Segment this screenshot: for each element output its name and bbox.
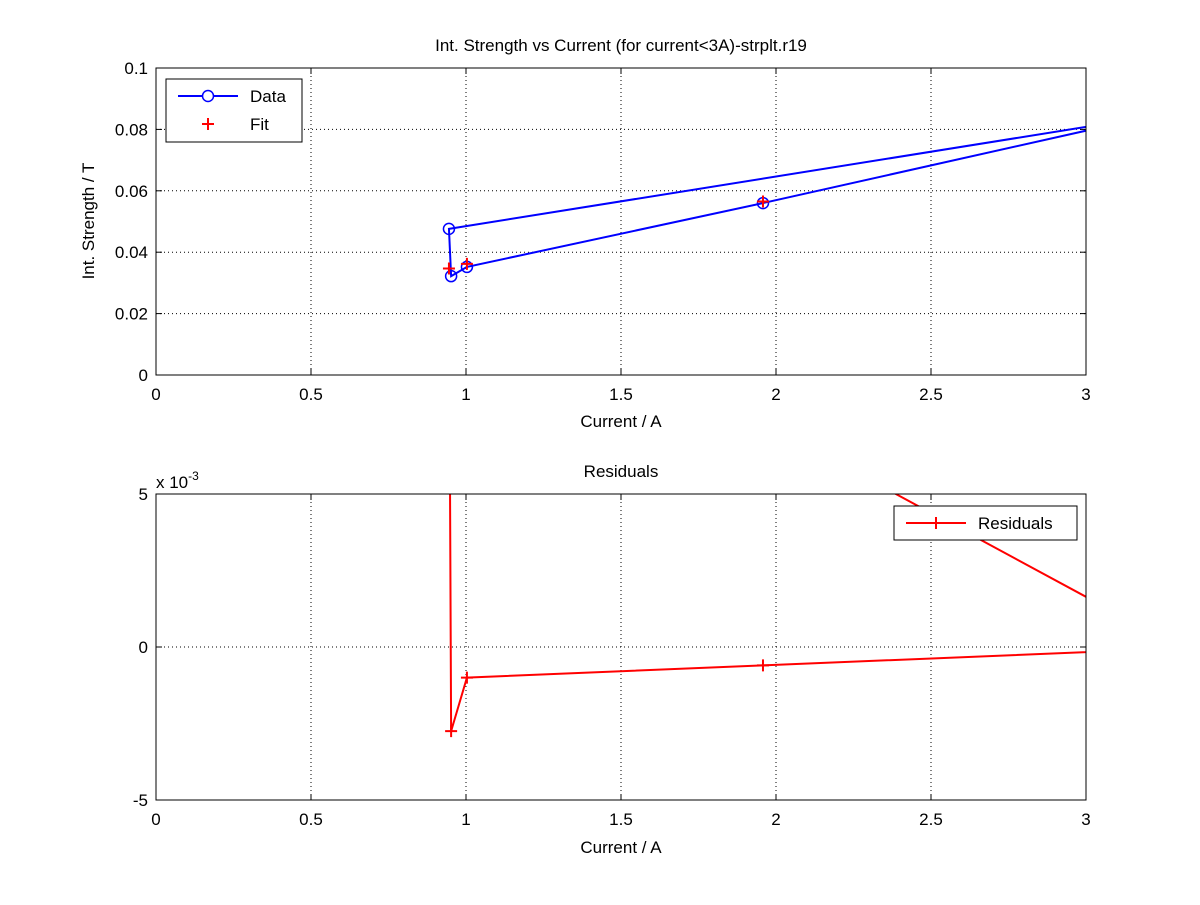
y-tick-label: 0.02	[115, 305, 148, 324]
legend-marker	[202, 118, 214, 130]
y-tick-label: 0	[139, 366, 148, 385]
legend-marker	[930, 517, 942, 529]
axes-frame	[155, 493, 1087, 801]
bottom-axes: Residuals Current / A x 10-3 0 0.5 1 1.5 2 2.…	[133, 462, 1091, 857]
data-point	[442, 262, 455, 275]
axes-frame	[155, 67, 1087, 376]
x-tick-label: 3	[1081, 385, 1090, 404]
x-tick-label: 0	[151, 810, 160, 829]
data-point	[460, 257, 473, 270]
x-tick-label: 2.5	[919, 810, 943, 829]
y-tick-label: 0.04	[115, 243, 148, 262]
x-tick-label: 1	[461, 385, 470, 404]
data-point	[756, 195, 769, 208]
legend-label: Data	[250, 87, 286, 106]
legend: Residuals	[893, 505, 1078, 541]
legend-label: Fit	[250, 115, 269, 134]
x-tick-label: 1.5	[609, 385, 633, 404]
series-line-residuals	[449, 494, 1086, 732]
x-axis-label: Current / A	[580, 412, 662, 431]
y-tick-label: 0.06	[115, 182, 148, 201]
chart-title: Int. Strength vs Current (for current<3A…	[435, 36, 807, 55]
y-tick-label: 5	[139, 485, 148, 504]
y-tick-label: -5	[133, 791, 148, 810]
series-line-data	[447, 125, 1086, 278]
plot-area	[156, 68, 1086, 375]
legend: Data Fit	[165, 78, 303, 143]
x-tick-label: 2	[771, 385, 780, 404]
exponent-label: x 10-3	[156, 469, 199, 492]
x-tick-label: 0.5	[299, 810, 323, 829]
top-axes: Int. Strength vs Current (for current<3A…	[79, 36, 1091, 431]
legend-marker	[201, 89, 215, 103]
legend-box	[893, 505, 1078, 541]
x-tick-label: 0.5	[299, 385, 323, 404]
x-tick-label: 1	[461, 810, 470, 829]
data-point	[460, 671, 473, 684]
x-axis-label: Current / A	[580, 838, 662, 857]
y-axis-label: Int. Strength / T	[79, 163, 98, 280]
data-point	[442, 222, 456, 236]
y-tick-label: 0.1	[124, 59, 148, 78]
data-point	[445, 725, 458, 738]
data-point	[444, 269, 458, 283]
legend-box	[165, 78, 303, 143]
y-tick-label: 0	[139, 638, 148, 657]
legend-label: Residuals	[978, 514, 1053, 533]
x-tick-label: 0	[151, 385, 160, 404]
series-layer	[442, 125, 1086, 283]
x-tick-label: 2	[771, 810, 780, 829]
x-tick-label: 2.5	[919, 385, 943, 404]
x-tick-label: 1.5	[609, 810, 633, 829]
data-point	[756, 659, 769, 672]
y-tick-label: 0.08	[115, 120, 148, 139]
series-layer	[445, 494, 1086, 738]
x-tick-label: 3	[1081, 810, 1090, 829]
chart-title: Residuals	[584, 462, 659, 481]
